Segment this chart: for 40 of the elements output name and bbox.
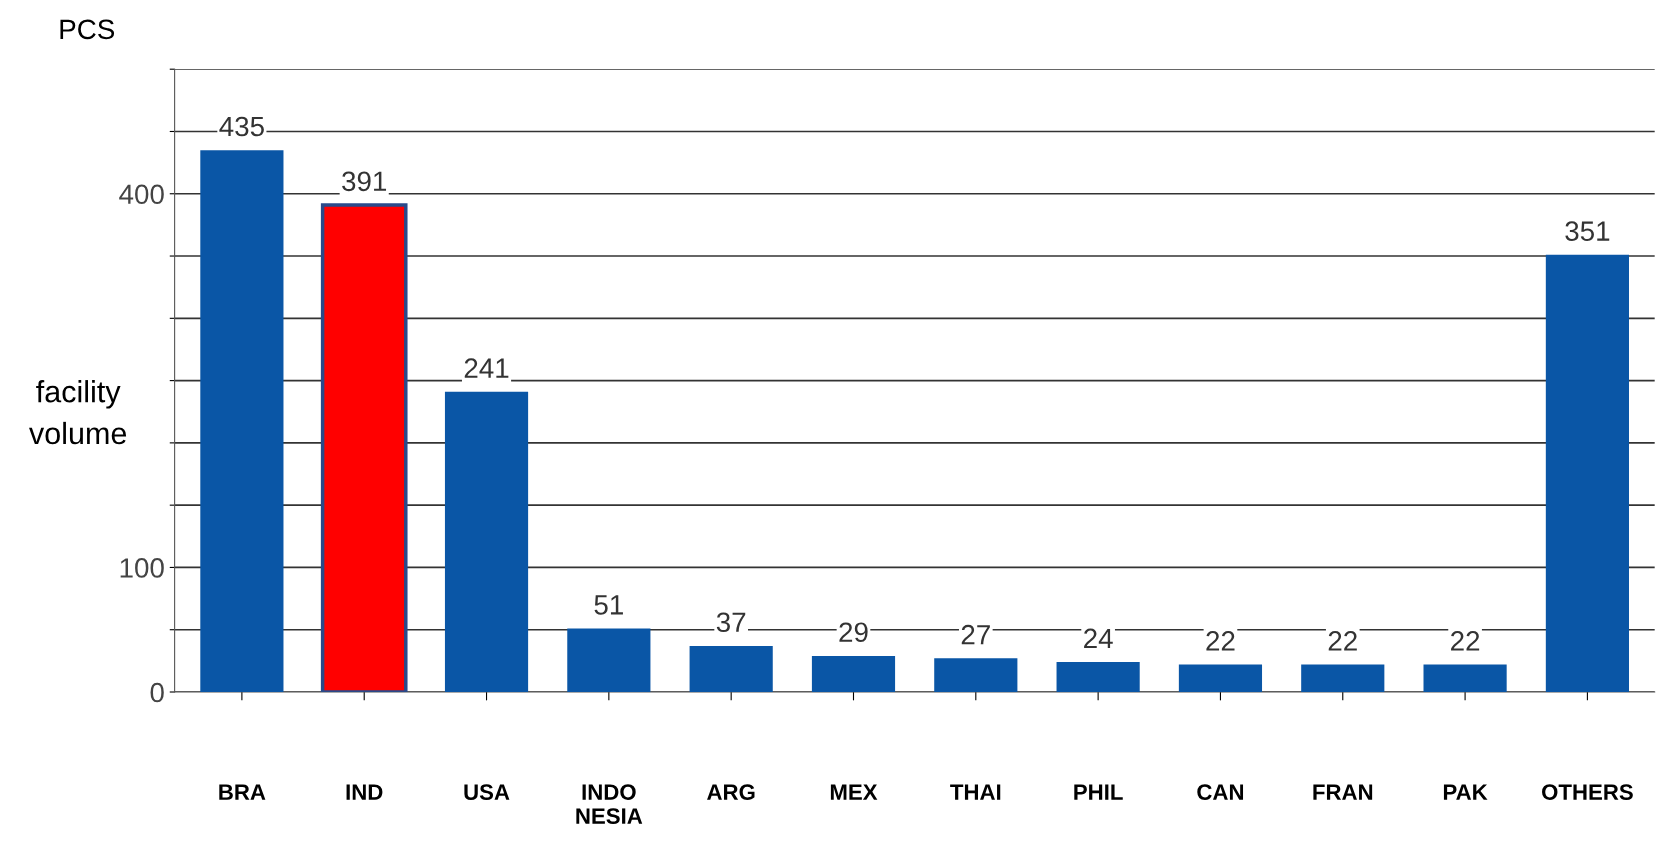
- data-label: 22: [1328, 631, 1357, 651]
- x-tick-label: IND: [346, 784, 383, 800]
- data-label: 435: [219, 116, 264, 137]
- x-tick-label: FRAN: [1313, 784, 1373, 800]
- bar: [1423, 664, 1507, 692]
- bar: [1178, 664, 1263, 692]
- bar: [689, 645, 773, 692]
- data-label: 241: [464, 358, 509, 378]
- x-tick-label: PAK: [1443, 784, 1488, 800]
- data-label: 22: [1206, 631, 1235, 651]
- x-tick-label: MEX: [830, 784, 878, 800]
- x-tick-label: INDO NESIA: [576, 784, 643, 824]
- data-label: 24: [1084, 628, 1113, 649]
- bar: [1056, 662, 1140, 692]
- y-tick-label: 400: [119, 184, 164, 205]
- data-label: 27: [961, 624, 990, 645]
- y-tick-label: 0: [150, 682, 164, 703]
- x-tick-label: PHIL: [1074, 784, 1123, 800]
- bar: [200, 150, 284, 692]
- x-tick-label: ARG: [707, 784, 755, 800]
- x-tick-label: CAN: [1197, 784, 1244, 800]
- data-label: 22: [1451, 631, 1480, 651]
- text: PCS: [60, 19, 115, 40]
- x-tick-label: THAI: [950, 784, 1001, 800]
- bar: [1301, 664, 1385, 692]
- data-label: 29: [839, 622, 868, 643]
- y-axis-title: facility volume: [29, 380, 127, 445]
- y-tick-label: 100: [120, 558, 164, 578]
- bar: [811, 655, 896, 692]
- bar: [444, 391, 529, 692]
- data-label: 391: [342, 171, 387, 192]
- x-tick-label: OTHERS: [1542, 784, 1633, 800]
- x-tick-label: BRA: [219, 784, 266, 800]
- data-label: 51: [594, 595, 623, 615]
- bar: [567, 628, 651, 692]
- bar: [1545, 254, 1629, 692]
- bar: [934, 658, 1018, 692]
- data-label: 37: [716, 612, 746, 633]
- data-label: 351: [1565, 221, 1610, 241]
- x-tick-label: USA: [464, 784, 510, 800]
